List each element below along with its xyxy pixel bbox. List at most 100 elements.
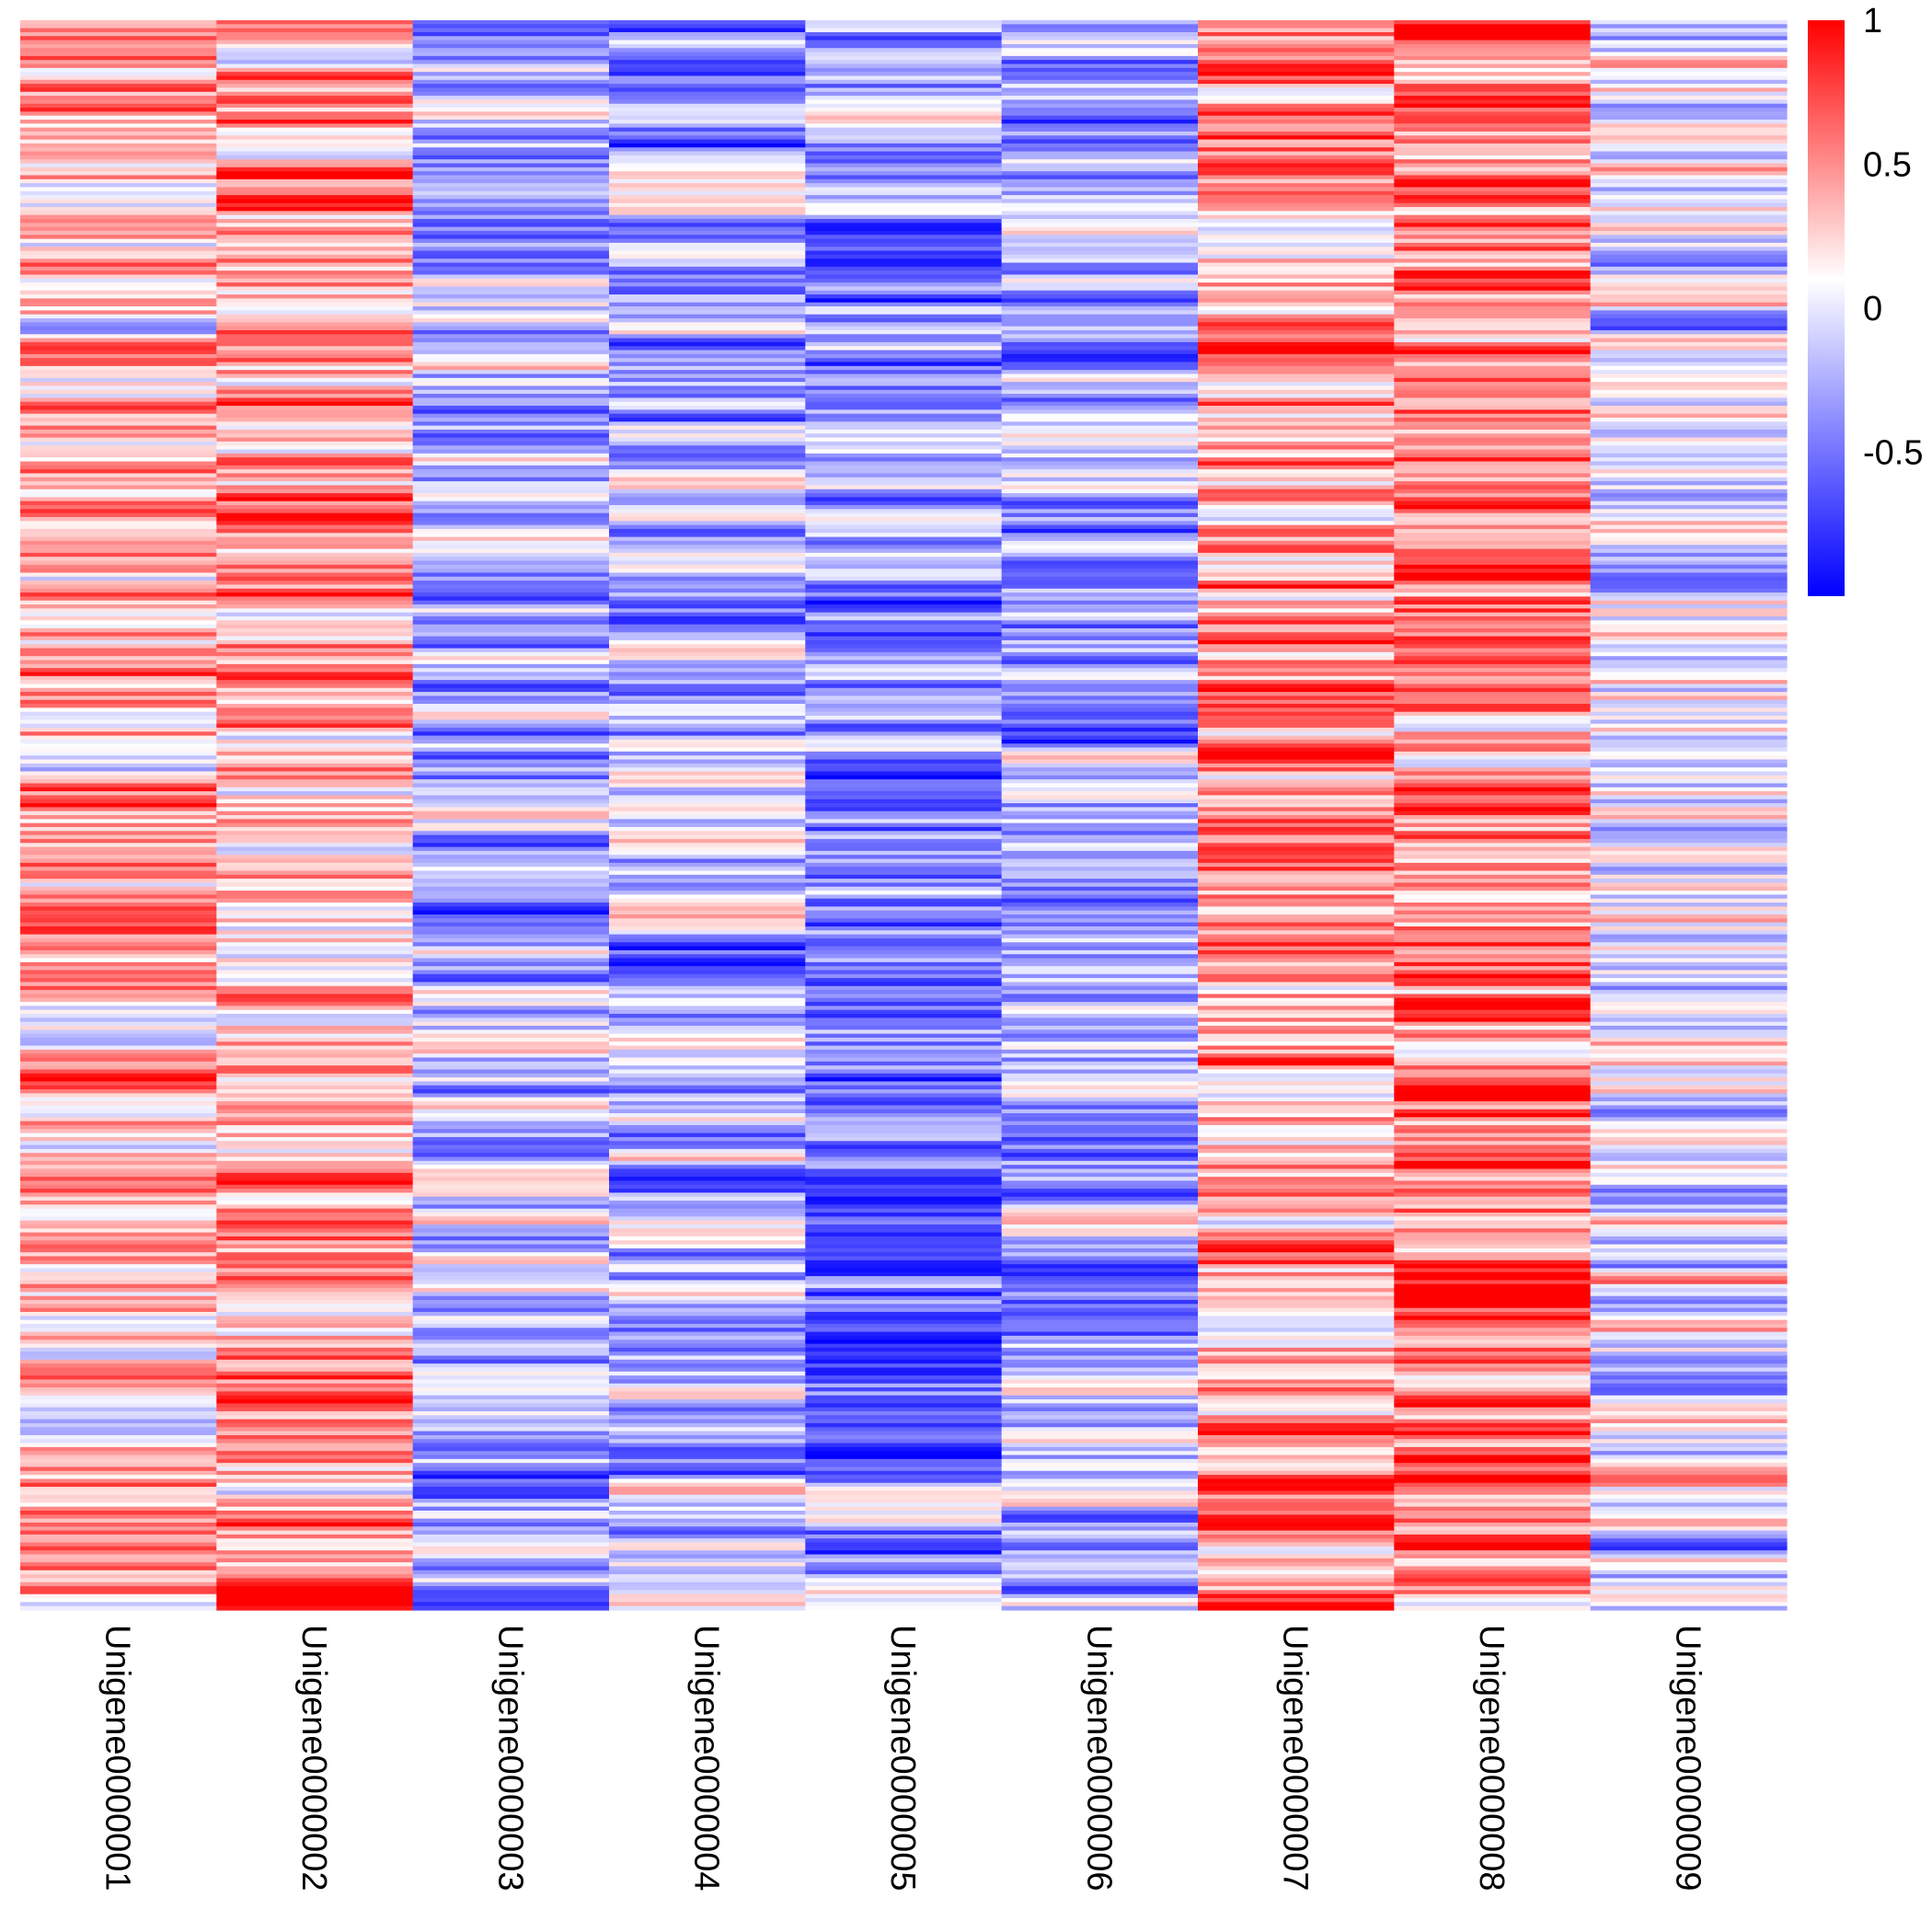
heatmap-cell bbox=[805, 1475, 1003, 1480]
heatmap-cell bbox=[216, 219, 414, 224]
heatmap-cell bbox=[412, 1177, 610, 1182]
heatmap-cell bbox=[1001, 190, 1199, 196]
heatmap-cell bbox=[1394, 294, 1592, 299]
heatmap-cell bbox=[216, 55, 414, 61]
heatmap-cell bbox=[20, 1049, 217, 1054]
heatmap-cell bbox=[805, 1319, 1003, 1325]
heatmap-cell bbox=[216, 1598, 414, 1603]
heatmap-cell bbox=[20, 211, 217, 216]
heatmap-cell bbox=[1394, 1355, 1592, 1361]
heatmap-cell bbox=[1001, 509, 1199, 514]
heatmap-cell bbox=[1198, 914, 1395, 919]
heatmap-cell bbox=[412, 1201, 610, 1205]
heatmap-cell bbox=[216, 1331, 414, 1337]
heatmap-cell bbox=[609, 202, 806, 208]
heatmap-cell bbox=[20, 159, 217, 165]
heatmap-cell bbox=[216, 1208, 414, 1213]
heatmap-cell bbox=[216, 1109, 414, 1114]
heatmap-cell bbox=[1001, 500, 1199, 506]
heatmap-cell bbox=[1001, 1482, 1199, 1488]
heatmap-cell bbox=[20, 1002, 217, 1006]
heatmap-cell bbox=[805, 651, 1003, 657]
heatmap-cell bbox=[609, 1518, 806, 1524]
heatmap-cell bbox=[609, 242, 806, 247]
heatmap-cell bbox=[805, 815, 1003, 820]
heatmap-cell bbox=[20, 596, 217, 602]
heatmap-cell bbox=[1590, 1522, 1788, 1527]
heatmap-cell bbox=[1394, 1256, 1592, 1261]
heatmap-cell bbox=[1001, 346, 1199, 351]
heatmap-cell bbox=[20, 826, 217, 832]
heatmap-cell bbox=[1394, 1160, 1592, 1166]
heatmap-cell bbox=[412, 72, 610, 77]
heatmap-cell bbox=[216, 1534, 414, 1539]
heatmap-cell bbox=[20, 627, 217, 633]
heatmap-cell bbox=[1394, 624, 1592, 629]
heatmap-cell bbox=[1001, 1355, 1199, 1361]
heatmap-cell bbox=[805, 1550, 1003, 1556]
heatmap-cell bbox=[609, 1499, 806, 1503]
heatmap-cell bbox=[609, 1144, 806, 1150]
heatmap-cell bbox=[1394, 934, 1592, 939]
heatmap-cell bbox=[412, 627, 610, 633]
heatmap-cell bbox=[20, 1470, 217, 1476]
heatmap-cell bbox=[20, 135, 217, 141]
heatmap-cell bbox=[609, 767, 806, 773]
heatmap-cell bbox=[216, 1189, 414, 1193]
heatmap-cell bbox=[1590, 1240, 1788, 1246]
heatmap-cell bbox=[412, 858, 610, 864]
heatmap-cell bbox=[216, 767, 414, 773]
heatmap-cell bbox=[805, 879, 1003, 884]
heatmap-cell bbox=[1590, 1478, 1788, 1484]
heatmap-cell bbox=[20, 445, 217, 451]
heatmap-cell bbox=[609, 1213, 806, 1217]
heatmap-cell bbox=[1001, 1268, 1199, 1273]
heatmap-cell bbox=[216, 1475, 414, 1480]
heatmap-cell bbox=[609, 592, 806, 597]
heatmap-cell bbox=[20, 528, 217, 534]
heatmap-cell bbox=[805, 214, 1003, 220]
heatmap-cell bbox=[1001, 31, 1199, 37]
heatmap-cell bbox=[20, 731, 217, 737]
heatmap-cell bbox=[1198, 1451, 1395, 1456]
heatmap-cell bbox=[1001, 409, 1199, 415]
heatmap-cell bbox=[216, 1172, 414, 1178]
heatmap-cell bbox=[20, 811, 217, 816]
heatmap-cell bbox=[1001, 672, 1199, 677]
heatmap-cell bbox=[609, 858, 806, 864]
heatmap-cell bbox=[412, 214, 610, 220]
heatmap-cell bbox=[412, 1518, 610, 1524]
heatmap-cell bbox=[609, 79, 806, 85]
heatmap-cell bbox=[1198, 898, 1395, 903]
heatmap-cell bbox=[216, 815, 414, 820]
heatmap-cell bbox=[216, 540, 414, 546]
heatmap-cell bbox=[609, 1558, 806, 1563]
heatmap-cell bbox=[1590, 791, 1788, 796]
heatmap-cell bbox=[1198, 1041, 1395, 1047]
heatmap-cell bbox=[216, 867, 414, 872]
heatmap-cell bbox=[216, 663, 414, 669]
heatmap-cell bbox=[609, 716, 806, 720]
heatmap-cell bbox=[609, 1141, 806, 1146]
heatmap-cell bbox=[1001, 477, 1199, 482]
heatmap-cell bbox=[805, 1439, 1003, 1444]
heatmap-cell bbox=[1001, 528, 1199, 534]
heatmap-cell bbox=[1590, 385, 1788, 391]
heatmap-cell bbox=[1198, 672, 1395, 677]
heatmap-cell bbox=[1198, 350, 1395, 355]
heatmap-cell bbox=[1394, 855, 1592, 860]
heatmap-cell bbox=[1394, 457, 1592, 463]
heatmap-cell bbox=[805, 365, 1003, 371]
heatmap-cell bbox=[1394, 1335, 1592, 1340]
heatmap-cell bbox=[1001, 970, 1199, 975]
heatmap-cell bbox=[1001, 294, 1199, 299]
heatmap-cell bbox=[20, 1009, 217, 1015]
heatmap-cell bbox=[805, 846, 1003, 852]
heatmap-cell bbox=[1198, 540, 1395, 546]
heatmap-cell bbox=[1394, 505, 1592, 510]
heatmap-cell bbox=[412, 584, 610, 590]
heatmap-cell bbox=[805, 934, 1003, 939]
heatmap-cell bbox=[216, 298, 414, 304]
heatmap-cell bbox=[412, 151, 610, 156]
heatmap-cell bbox=[1198, 374, 1395, 379]
